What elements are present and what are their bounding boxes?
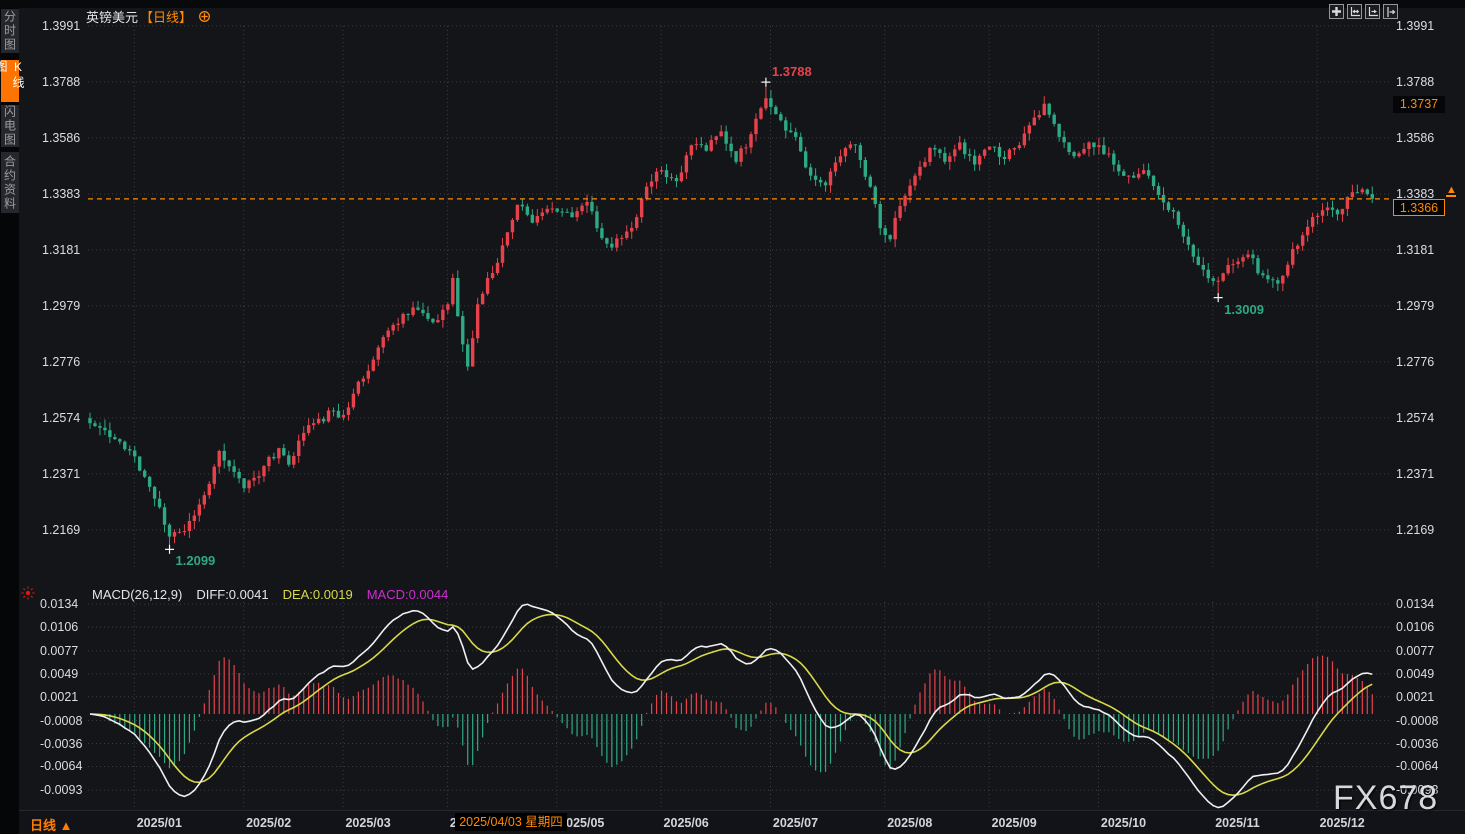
month-axis-label: 2025/05	[559, 816, 605, 830]
macd-axis-label-right: -0.0064	[1396, 759, 1439, 774]
macd-axis-label-right: -0.0008	[1396, 713, 1439, 728]
price-axis-label-left: 1.2979	[42, 299, 81, 313]
price-axis-label-right: 1.3181	[1396, 243, 1435, 257]
price-up-arrow-icon: ▲	[1446, 184, 1457, 197]
price-axis-label-right: 1.2574	[1396, 411, 1435, 425]
macd-axis-label-left: 0.0049	[40, 666, 79, 681]
macd-axis-label-left: 0.0077	[40, 643, 79, 658]
month-axis-label: 2025/01	[136, 816, 182, 830]
crosshair-move-icon[interactable]	[1329, 4, 1344, 19]
marked-price-box: 1.3737	[1393, 96, 1445, 113]
price-axis-label-left: 1.2371	[42, 467, 81, 481]
price-axis-label-right: 1.3991	[1396, 19, 1435, 33]
extreme-price-annotation: 1.3788	[771, 64, 812, 80]
macd-axis-label-right: 0.0021	[1396, 689, 1435, 704]
price-axis-label-left: 1.3788	[42, 75, 81, 89]
macd-axis-label-left: 0.0106	[40, 620, 79, 635]
settings-icon[interactable]	[198, 10, 211, 23]
price-axis-label-right: 1.2371	[1396, 467, 1435, 481]
macd-axis-label-right: 0.0077	[1396, 643, 1435, 658]
macd-macd-value: MACD:0.0044	[366, 587, 449, 602]
macd-params-label: MACD(26,12,9)	[92, 587, 183, 602]
macd-dea-value: DEA:0.0019	[282, 587, 353, 602]
period-tag: 【日线】	[140, 9, 193, 25]
price-axis-label-left: 1.3181	[42, 243, 81, 257]
macd-axis-label-left: -0.0036	[40, 736, 83, 751]
macd-axis-label-left: -0.0093	[40, 783, 83, 798]
macd-axis-label-right: -0.0093	[1396, 783, 1439, 798]
sidebar-tab-kline-chart[interactable]: K线图	[0, 60, 25, 102]
grid-lines	[88, 25, 1392, 812]
month-axis-label: 2025/12	[1319, 816, 1365, 830]
macd-axis-label-left: -0.0064	[40, 759, 83, 774]
indicator-marker-icon[interactable]	[21, 586, 35, 600]
price-axis-label-right: 1.2776	[1396, 355, 1435, 369]
macd-indicator-header: MACD(26,12,9) DIFF:0.0041 DEA:0.0019 MAC…	[92, 587, 448, 602]
price-axis-label-left: 1.3991	[42, 19, 81, 33]
watermark: FX678	[1333, 779, 1439, 817]
current-price-box: 1.3366	[1393, 199, 1445, 216]
month-axis-label: 2025/11	[1215, 816, 1260, 830]
fit-both-axes-icon[interactable]	[1347, 4, 1362, 19]
sidebar-tab-time-chart[interactable]: 分时图	[1, 9, 19, 53]
price-axis-label-right: 1.2979	[1396, 299, 1435, 313]
month-axis-label: 2025/09	[991, 816, 1037, 830]
price-axis-label-left: 1.3383	[42, 187, 81, 201]
price-axis-label-right: 1.3383	[1396, 187, 1435, 201]
macd-diff-value: DIFF:0.0041	[196, 587, 269, 602]
top-strip	[0, 0, 1465, 8]
price-axis-label-right: 1.2169	[1396, 523, 1435, 537]
chart-overlays	[88, 77, 1392, 554]
period-selector[interactable]: 日线 ▲	[30, 818, 73, 833]
candlesticks	[88, 82, 1374, 550]
chart-toolbar	[1329, 4, 1398, 19]
month-axis-label: 2025/02	[246, 816, 292, 830]
macd-axis-label-right: 0.0134	[1396, 597, 1435, 612]
price-axis-label-left: 1.3586	[42, 131, 81, 145]
crosshair-date-tooltip: 2025/04/03 星期四	[455, 813, 567, 831]
month-axis-label: 2025/06	[663, 816, 709, 830]
month-axis-label: 2025/10	[1100, 816, 1147, 830]
month-axis-label: 2025/08	[887, 816, 933, 830]
macd-axis-label-left: 0.0134	[40, 597, 79, 612]
price-axis-label-right: 1.3788	[1396, 75, 1435, 89]
chart-title: 英镑美元 【日线】	[86, 8, 211, 25]
macd-axis-label-left: 0.0021	[40, 689, 79, 704]
month-axis-label: 2025/07	[772, 816, 819, 830]
extreme-price-annotation: 1.3009	[1224, 301, 1264, 317]
macd-axis-label-right: -0.0036	[1396, 736, 1439, 751]
price-axis-label-left: 1.2776	[42, 355, 81, 369]
price-axis-label-left: 1.2169	[42, 523, 81, 537]
price-axis-label-right: 1.3586	[1396, 131, 1435, 145]
symbol-name: 英镑美元	[86, 9, 139, 25]
macd-axis-label-left: -0.0008	[40, 713, 83, 728]
month-axis-label: 2025/03	[345, 816, 391, 830]
chart-type-sidebar: 分时图 K线图 闪电图 合约资料	[0, 8, 25, 834]
macd-axis-label-right: 0.0106	[1396, 620, 1435, 635]
sidebar-tab-lightning-chart[interactable]: 闪电图	[1, 105, 19, 147]
extreme-price-annotation: 1.2099	[175, 553, 216, 569]
price-axis-label-left: 1.2574	[42, 411, 81, 425]
sidebar-tab-contract-info[interactable]: 合约资料	[1, 152, 19, 213]
macd-plot	[89, 603, 1373, 809]
macd-axis-label-right: 0.0049	[1396, 666, 1435, 681]
shift-right-icon[interactable]	[1383, 4, 1398, 19]
time-axis-bar: 日线 ▲	[19, 810, 1465, 834]
scroll-to-recent-icon[interactable]	[1365, 4, 1380, 19]
